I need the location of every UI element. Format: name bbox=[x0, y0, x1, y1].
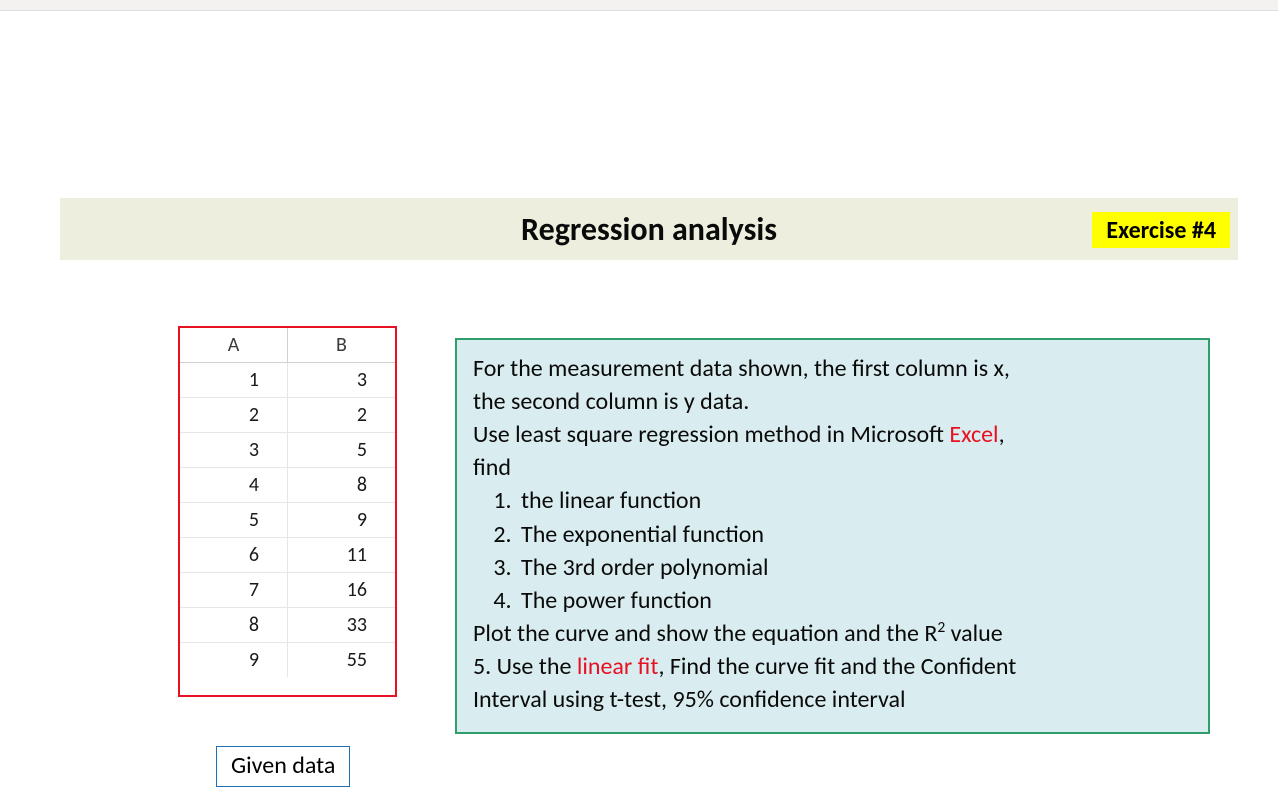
table-cell: 16 bbox=[288, 573, 395, 607]
table-row: 48 bbox=[180, 468, 395, 503]
table-caption: Given data bbox=[216, 746, 350, 787]
table-cell: 8 bbox=[288, 468, 395, 502]
task-list: the linear functionThe exponential funct… bbox=[473, 484, 1192, 616]
table-cell: 8 bbox=[180, 608, 288, 642]
list-item: The power function bbox=[517, 584, 1192, 617]
table-cell: 7 bbox=[180, 573, 288, 607]
table-cell: 3 bbox=[288, 363, 395, 397]
ribbon-strip bbox=[0, 0, 1278, 11]
excel-word: Excel bbox=[949, 420, 998, 449]
column-header-b: B bbox=[288, 328, 395, 362]
table-cell: 9 bbox=[180, 643, 288, 677]
table-cell: 4 bbox=[180, 468, 288, 502]
use-line-prefix: Use least square regression method in Mi… bbox=[473, 420, 949, 449]
table-cell: 5 bbox=[288, 433, 395, 467]
table-cell: 11 bbox=[288, 538, 395, 572]
intro-line-1: For the measurement data shown, the firs… bbox=[473, 352, 1192, 385]
table-cell: 3 bbox=[180, 433, 288, 467]
use-line: Use least square regression method in Mi… bbox=[473, 418, 1192, 451]
table-cell: 1 bbox=[180, 363, 288, 397]
table-cell: 2 bbox=[180, 398, 288, 432]
list-item: The exponential function bbox=[517, 518, 1192, 551]
table-row: 955 bbox=[180, 643, 395, 677]
exercise-badge: Exercise #4 bbox=[1092, 212, 1230, 248]
linear-fit-word: linear fit bbox=[577, 652, 659, 681]
table-cell: 2 bbox=[288, 398, 395, 432]
table-row: 611 bbox=[180, 538, 395, 573]
table-row: 22 bbox=[180, 398, 395, 433]
instruction-box: For the measurement data shown, the firs… bbox=[455, 338, 1210, 734]
task-5-line: 5. Use the linear fit, Find the curve fi… bbox=[473, 650, 1192, 683]
title-bar: Regression analysis Exercise #4 bbox=[60, 198, 1238, 260]
data-table: A B 1322354859611716833955 bbox=[178, 326, 397, 697]
five-suffix: , Find the curve fit and the Confident bbox=[658, 652, 1016, 681]
intro-line-2: the second column is y data. bbox=[473, 385, 1192, 418]
table-cell: 33 bbox=[288, 608, 395, 642]
table-row: 833 bbox=[180, 608, 395, 643]
list-item: The 3rd order polynomial bbox=[517, 551, 1192, 584]
table-cell: 55 bbox=[288, 643, 395, 677]
five-prefix: 5. Use the bbox=[473, 652, 577, 681]
find-word: find bbox=[473, 451, 1192, 484]
table-cell: 6 bbox=[180, 538, 288, 572]
table-row: 59 bbox=[180, 503, 395, 538]
table-header-row: A B bbox=[180, 328, 395, 363]
interval-line: Interval using t-test, 95% confidence in… bbox=[473, 683, 1192, 716]
plot-prefix: Plot the curve and show the equation and… bbox=[473, 619, 937, 648]
table-row: 35 bbox=[180, 433, 395, 468]
column-header-a: A bbox=[180, 328, 288, 362]
table-empty-row bbox=[180, 677, 395, 695]
table-row: 716 bbox=[180, 573, 395, 608]
plot-suffix: value bbox=[945, 619, 1002, 648]
plot-line: Plot the curve and show the equation and… bbox=[473, 617, 1192, 650]
slide-title: Regression analysis bbox=[521, 210, 777, 249]
use-line-suffix: , bbox=[999, 420, 1005, 449]
table-cell: 9 bbox=[288, 503, 395, 537]
table-cell: 5 bbox=[180, 503, 288, 537]
list-item: the linear function bbox=[517, 484, 1192, 517]
table-row: 13 bbox=[180, 363, 395, 398]
